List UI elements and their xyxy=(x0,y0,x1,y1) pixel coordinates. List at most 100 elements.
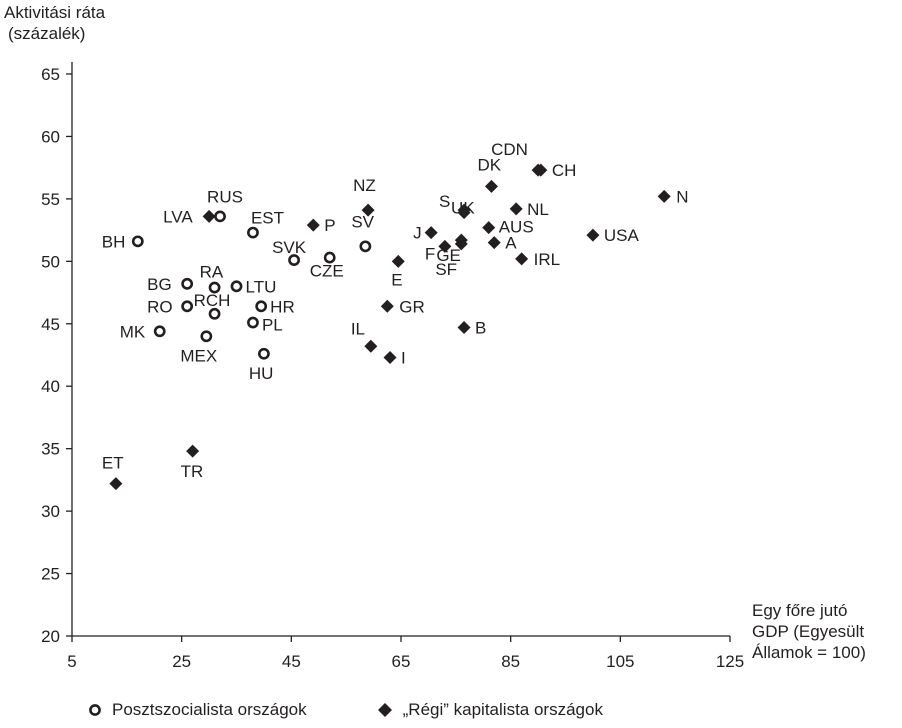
y-tick-label: 40 xyxy=(41,377,60,396)
data-point-p xyxy=(306,218,320,232)
data-point-dk xyxy=(484,179,498,193)
data-point-hr xyxy=(255,300,268,313)
point-label-svk: SVK xyxy=(272,238,307,257)
data-point-bh xyxy=(131,235,144,248)
point-label-bg: BG xyxy=(147,275,172,294)
data-point-e xyxy=(391,254,405,268)
point-label-tr: TR xyxy=(181,462,204,481)
data-point-ro xyxy=(181,300,194,313)
data-point-bg xyxy=(181,277,194,290)
y-axis-title-line-2: (százalék) xyxy=(8,24,86,43)
y-tick-label: 50 xyxy=(41,252,60,271)
data-point-mk xyxy=(153,325,166,338)
point-label-e: E xyxy=(391,270,402,289)
x-axis-title-line-1: Egy főre jutó xyxy=(752,601,848,620)
legend-item-postsocialist: Posztszocialista országok xyxy=(88,700,307,720)
data-point-tr xyxy=(186,444,200,458)
y-tick-label: 30 xyxy=(41,502,60,521)
data-point-b xyxy=(457,321,471,335)
data-point-sv xyxy=(359,240,372,253)
y-tick-label: 20 xyxy=(41,627,60,646)
data-point-ra xyxy=(208,281,221,294)
data-point-ch xyxy=(534,163,548,177)
data-point-nl xyxy=(509,202,523,216)
point-label-est: EST xyxy=(251,209,284,228)
data-point-a xyxy=(487,236,501,250)
point-label-cdn: CDN xyxy=(491,140,528,159)
y-tick-label: 35 xyxy=(41,440,60,459)
point-label-usa: USA xyxy=(604,226,640,245)
data-point-s xyxy=(457,203,471,217)
point-label-il: IL xyxy=(351,319,365,338)
data-point-cze xyxy=(323,251,336,264)
data-point-il xyxy=(364,339,378,353)
y-tick-label: 60 xyxy=(41,127,60,146)
x-axis-title-line-3: Államok = 100) xyxy=(752,643,866,662)
legend-label-postsocialist: Posztszocialista országok xyxy=(112,700,307,719)
point-label-n: N xyxy=(676,187,688,206)
y-tick-label: 45 xyxy=(41,315,60,334)
data-point-ge xyxy=(454,233,468,247)
point-label-ge: GE xyxy=(436,246,461,265)
data-point-irl xyxy=(515,252,529,266)
point-label-gr: GR xyxy=(399,297,425,316)
point-label-ltu: LTU xyxy=(246,277,277,296)
point-label-f: F xyxy=(425,244,435,263)
point-label-bh: BH xyxy=(102,232,126,251)
data-point-nz xyxy=(361,203,375,217)
data-point-svk xyxy=(288,254,300,266)
x-tick-label: 25 xyxy=(172,652,191,671)
data-point-n xyxy=(657,189,671,203)
x-axis-title-line-2: GDP (Egyesült xyxy=(752,622,865,641)
y-tick-label: 25 xyxy=(41,565,60,584)
x-tick-label: 5 xyxy=(67,652,76,671)
point-label-nz: NZ xyxy=(353,176,376,195)
point-label-et: ET xyxy=(102,454,124,473)
point-label-j: J xyxy=(413,224,422,243)
point-label-rus: RUS xyxy=(207,187,243,206)
x-tick-label: 125 xyxy=(716,652,744,671)
data-point-hu xyxy=(258,347,270,360)
data-point-est xyxy=(247,226,259,239)
y-tick-label: 55 xyxy=(41,190,60,209)
data-point-et xyxy=(109,477,123,491)
point-label-ch: CH xyxy=(552,161,577,180)
point-label-p: P xyxy=(324,216,335,235)
legend-label-old-capitalist: „Régi” kapitalista országok xyxy=(402,700,603,719)
data-point-mex xyxy=(200,330,213,343)
point-label-ra: RA xyxy=(200,263,224,282)
data-point-i xyxy=(383,350,397,364)
legend: Posztszocialista országok „Régi” kapital… xyxy=(88,700,673,720)
data-point-ltu xyxy=(230,280,243,293)
legend-item-old-capitalist: „Régi” kapitalista országok xyxy=(377,700,603,720)
x-tick-label: 65 xyxy=(392,652,411,671)
data-point-pl xyxy=(247,316,259,329)
x-axis-title: Egy főre jutó GDP (Egyesült Államok = 10… xyxy=(752,600,866,663)
open-circle-icon xyxy=(89,704,101,716)
point-label-ro: RO xyxy=(147,297,173,316)
point-label-nl: NL xyxy=(527,200,549,219)
data-point-f xyxy=(438,239,452,253)
data-point-rch xyxy=(208,307,221,320)
point-label-sv: SV xyxy=(351,212,374,231)
point-label-s: S xyxy=(439,192,450,211)
y-axis-title-line-1: Aktivitási ráta xyxy=(4,3,106,22)
point-label-irl: IRL xyxy=(534,250,560,269)
data-point-aus xyxy=(482,221,496,235)
point-label-hu: HU xyxy=(249,364,274,383)
point-label-mex: MEX xyxy=(180,346,217,365)
x-tick-label: 85 xyxy=(501,652,520,671)
data-point-gr xyxy=(380,299,394,313)
point-label-b: B xyxy=(475,319,486,338)
data-point-usa xyxy=(586,228,600,242)
point-label-mk: MK xyxy=(120,322,146,341)
data-point-j xyxy=(424,226,438,240)
point-label-sf: SF xyxy=(435,260,457,279)
point-label-pl: PL xyxy=(262,316,283,335)
point-label-cze: CZE xyxy=(310,262,344,281)
x-tick-label: 105 xyxy=(606,652,634,671)
point-label-aus: AUS xyxy=(499,218,534,237)
y-tick-label: 65 xyxy=(41,65,60,84)
point-label-lva: LVA xyxy=(163,207,193,226)
